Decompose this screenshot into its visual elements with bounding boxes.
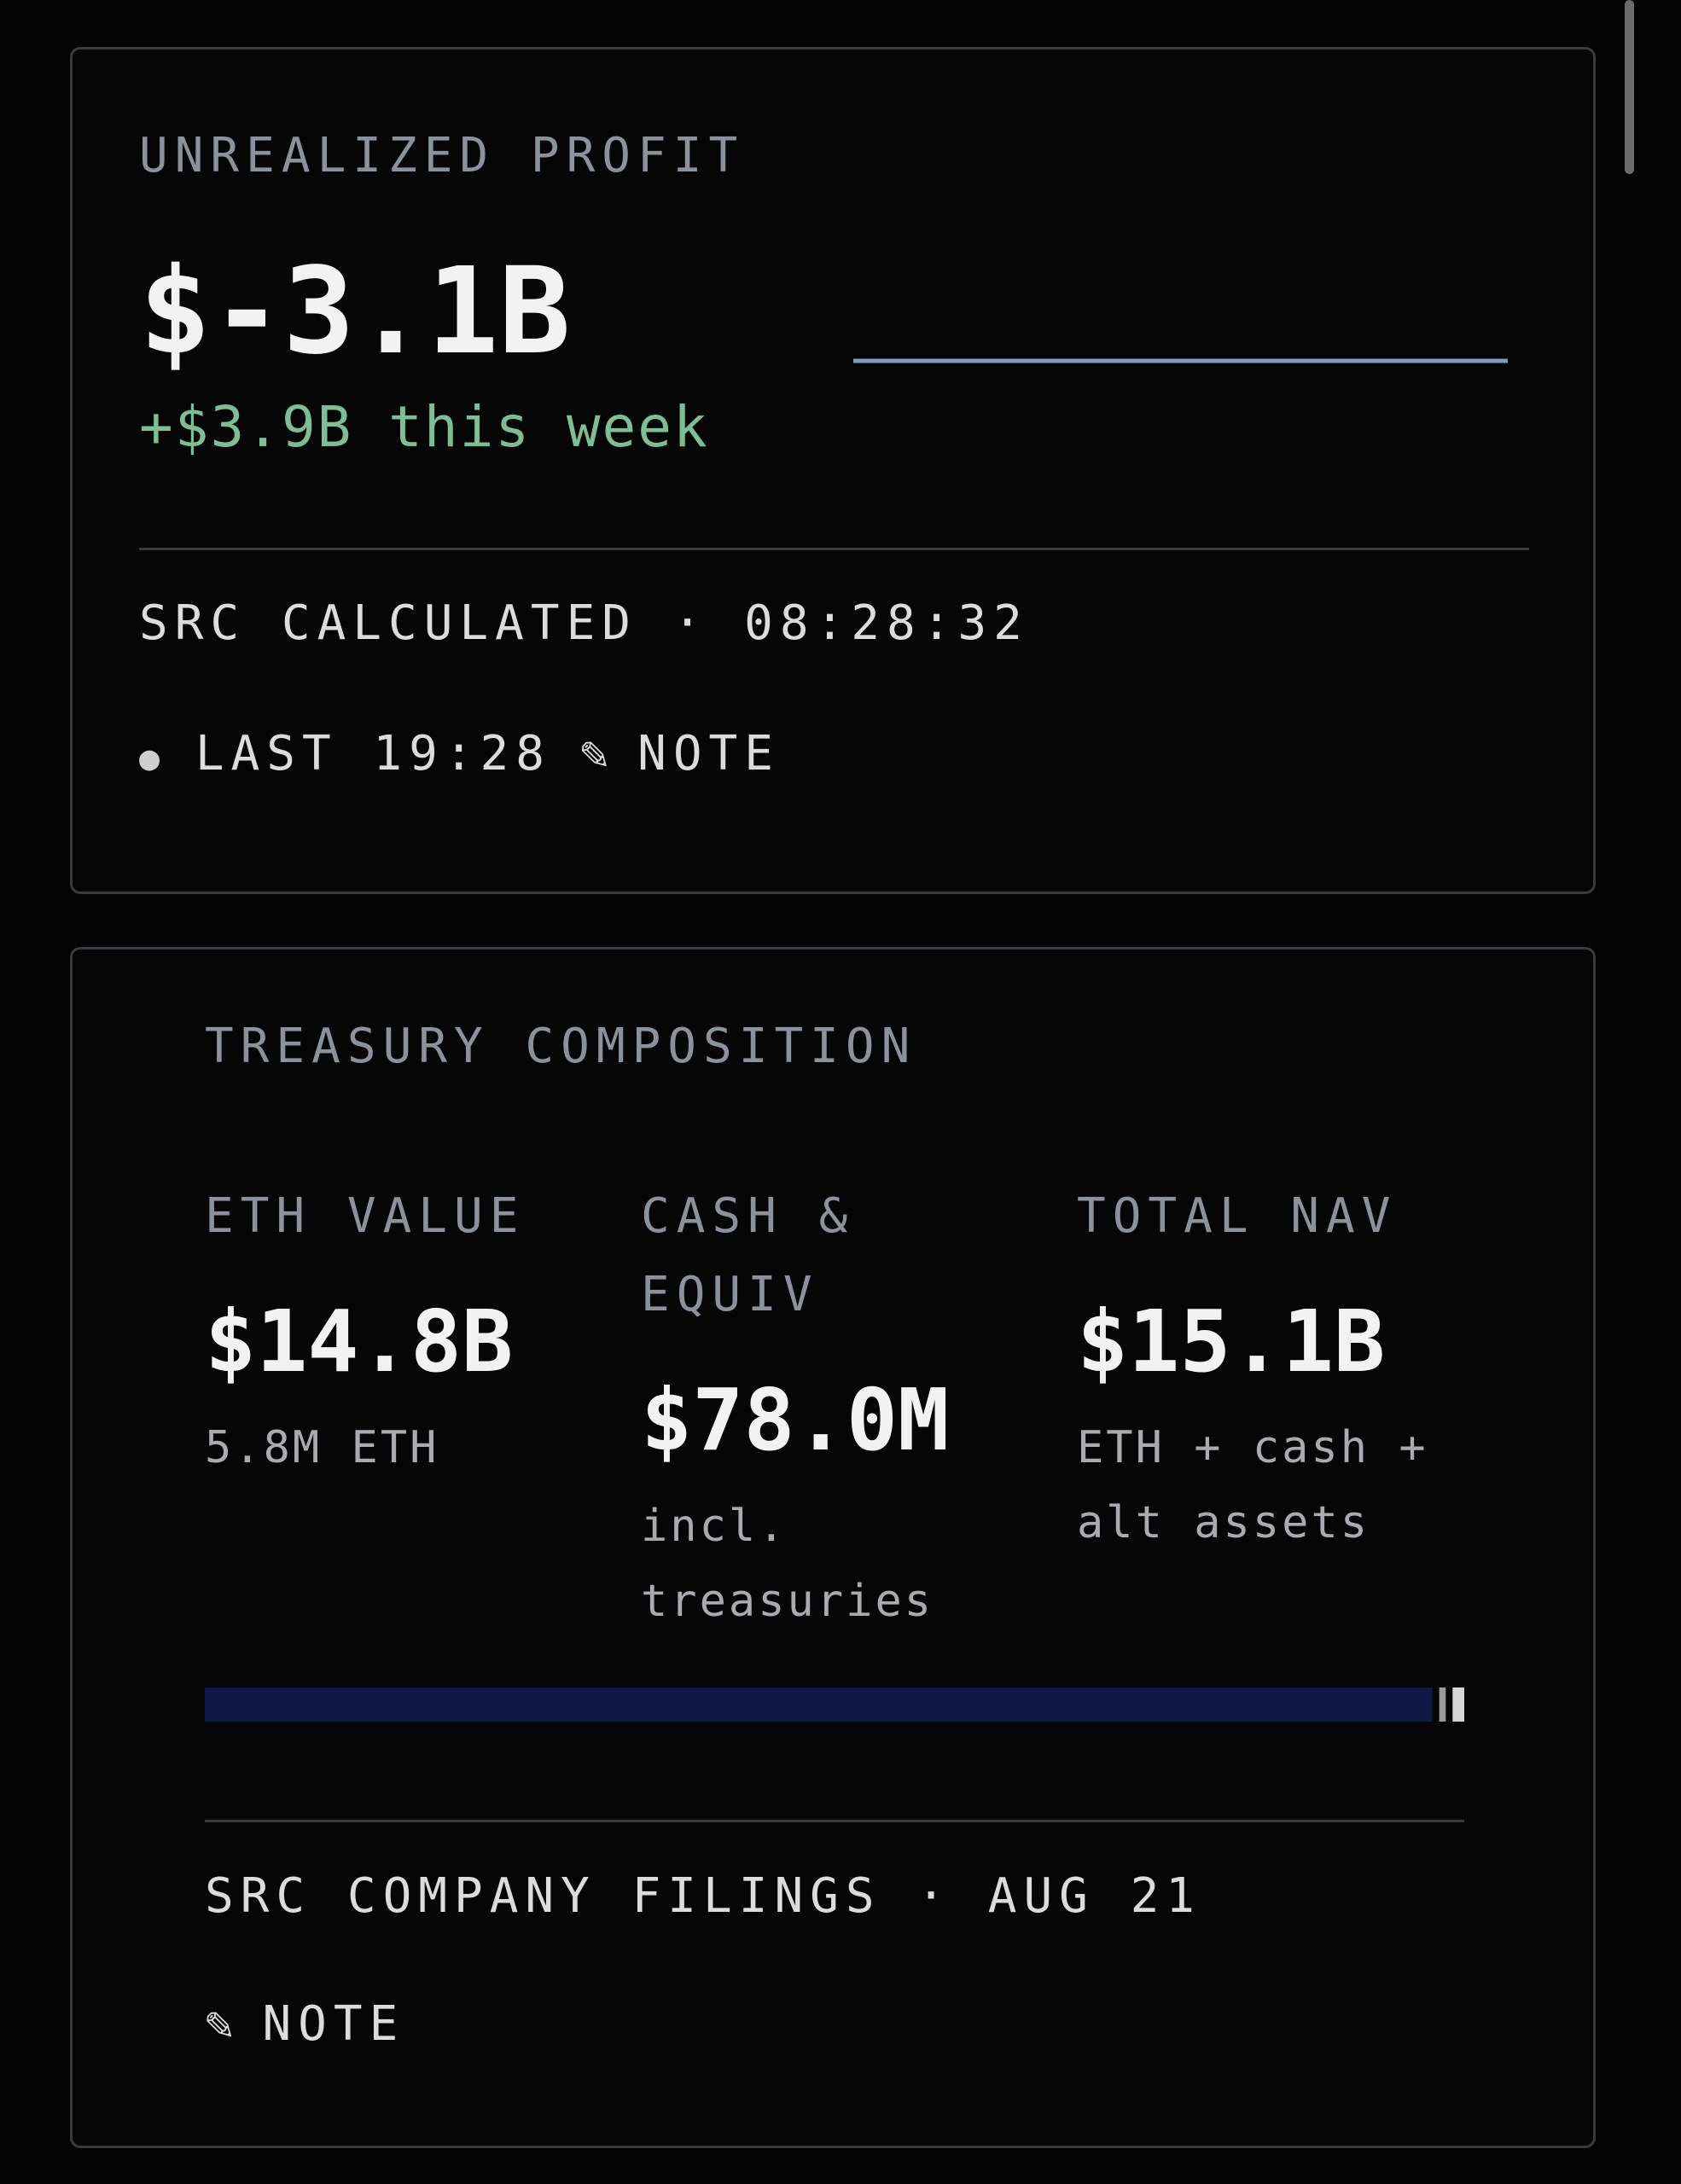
note-icon: ✎: [550, 726, 638, 781]
weekly-change: +$3.9B this week: [139, 394, 709, 460]
divider: [205, 1820, 1464, 1822]
note-button[interactable]: NOTE: [262, 1996, 405, 2052]
metric: TOTAL NAV $15.1B ETH + cash + alt assets: [1077, 1177, 1452, 1560]
metric-label: TOTAL NAV: [1077, 1188, 1398, 1244]
divider: [139, 548, 1529, 550]
metric-label: CASH & EQUIV: [641, 1188, 855, 1322]
card-title: TREASURY COMPOSITION: [205, 1019, 917, 1074]
treasury-card: TREASURY COMPOSITION ETH VALUE $14.8B 5.…: [70, 947, 1596, 2148]
bar-segment: [1439, 1687, 1446, 1722]
scrollbar: [1625, 0, 1634, 174]
profit-card: UNREALIZED PROFIT $-3.1B +$3.9B this wee…: [70, 47, 1596, 894]
metric-label: ETH VALUE: [205, 1188, 526, 1244]
bar-segment: [1452, 1687, 1464, 1722]
metric-value: $14.8B: [205, 1292, 514, 1391]
note-icon: ✎: [205, 1996, 263, 2052]
last-update: LAST 19:28: [195, 726, 551, 781]
bar-segment: [205, 1687, 1433, 1722]
metric: CASH & EQUIV $78.0M incl. treasuries: [641, 1177, 1016, 1639]
status-row: ● LAST 19:28 ✎ NOTE: [139, 715, 780, 798]
metric-sub: 5.8M ETH: [205, 1422, 439, 1473]
source: SRC COMPANY FILINGS · AUG 21: [205, 1868, 1202, 1924]
metric-value: $78.0M: [641, 1370, 950, 1470]
card-label: UNREALIZED PROFIT: [139, 128, 745, 183]
profit-value: $-3.1B: [139, 242, 571, 381]
metric: ETH VALUE $14.8B 5.8M ETH: [205, 1177, 580, 1485]
status-dot: ●: [139, 739, 160, 778]
metric-value: $15.1B: [1077, 1292, 1386, 1391]
metric-sub: ETH + cash + alt assets: [1077, 1422, 1428, 1548]
source: SRC CALCULATED · 08:28:32: [139, 595, 1029, 651]
sparkline: [853, 358, 1508, 363]
note-row: ✎ NOTE: [205, 1985, 404, 2064]
note-button[interactable]: NOTE: [637, 726, 780, 781]
composition-bar: [205, 1687, 1464, 1722]
metric-sub: incl. treasuries: [641, 1501, 934, 1627]
